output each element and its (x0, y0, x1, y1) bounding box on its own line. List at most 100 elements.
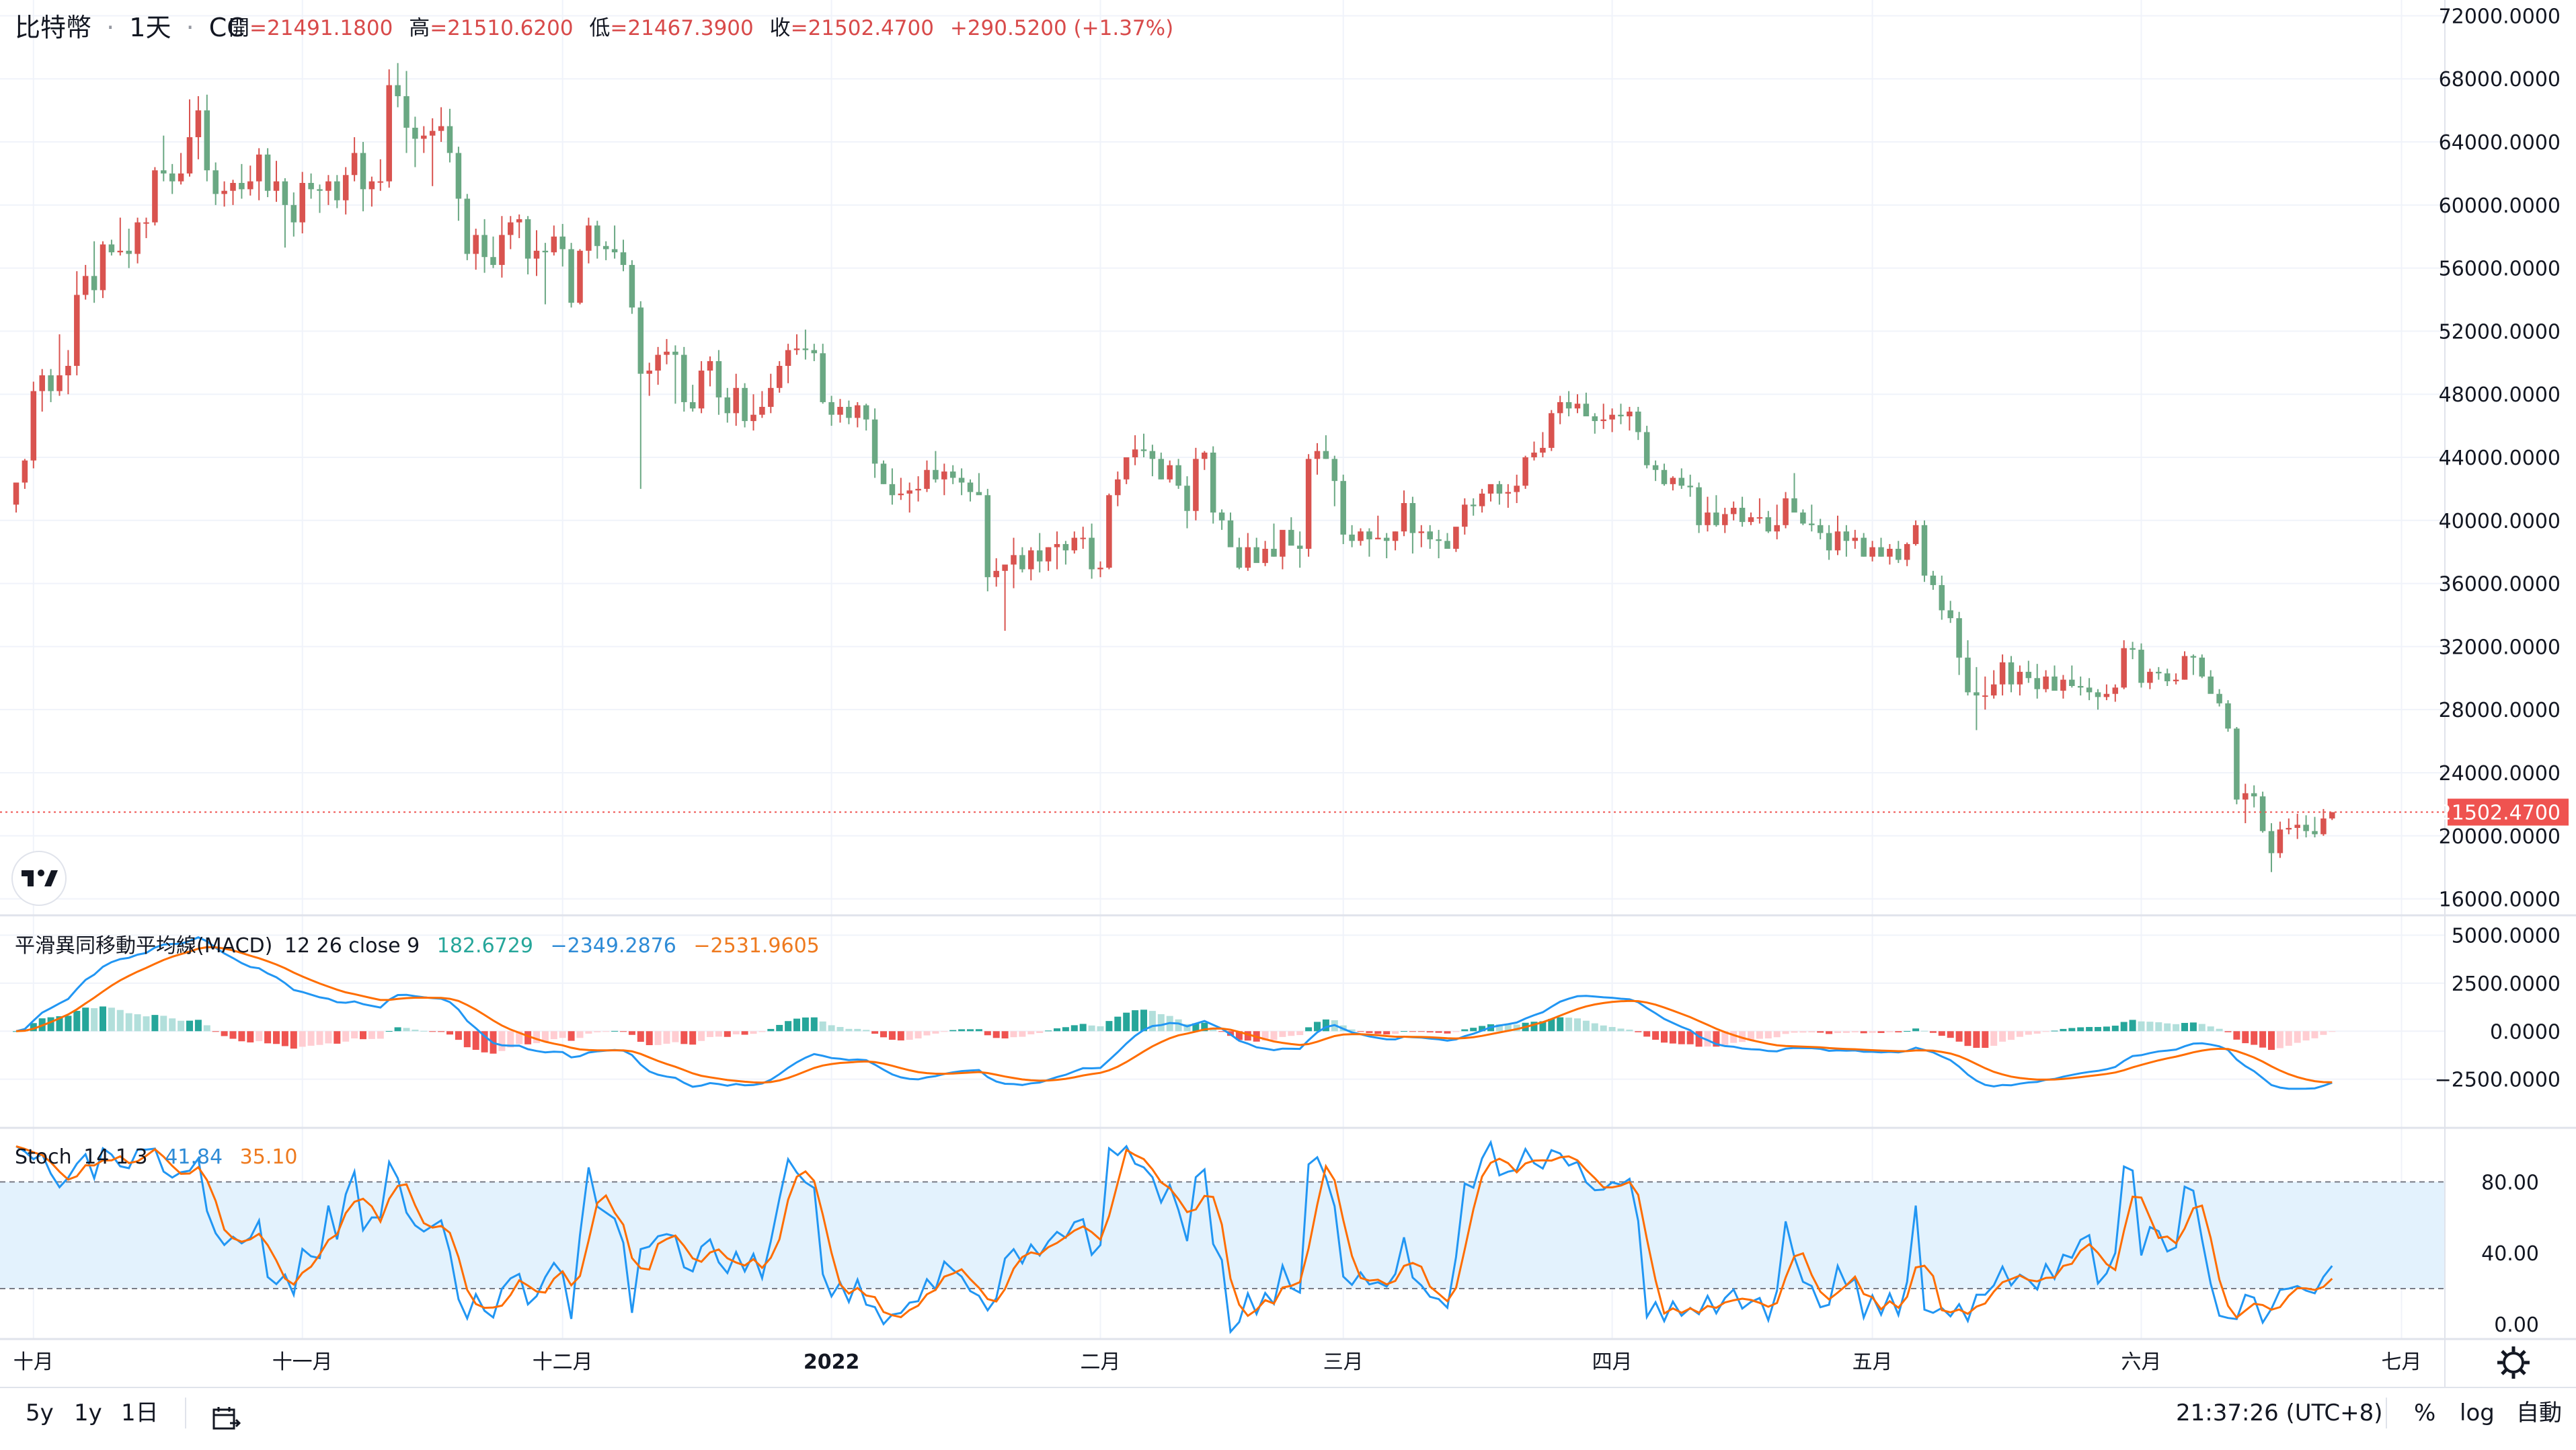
candle[interactable] (161, 135, 167, 182)
candle[interactable] (2312, 816, 2318, 838)
candle[interactable] (360, 142, 366, 212)
candle[interactable] (516, 214, 522, 239)
candle[interactable] (1175, 459, 1181, 489)
candle[interactable] (499, 216, 505, 278)
candle[interactable] (1184, 476, 1190, 529)
candle[interactable] (2069, 665, 2075, 688)
candle[interactable] (1028, 547, 1034, 580)
auto-scale-button[interactable]: 自動 (2516, 1400, 2562, 1426)
candle[interactable] (1834, 515, 1841, 556)
calendar-range-icon[interactable] (210, 1400, 242, 1430)
candle[interactable] (586, 217, 592, 264)
candle[interactable] (681, 346, 687, 412)
candle[interactable] (1878, 537, 1884, 557)
range-1y-button[interactable]: 1y (74, 1400, 102, 1426)
candle[interactable] (594, 221, 600, 259)
candle[interactable] (308, 173, 314, 199)
candle[interactable] (152, 167, 158, 226)
candle[interactable] (1271, 523, 1277, 557)
candle[interactable] (793, 334, 800, 355)
candle[interactable] (1522, 455, 1528, 489)
candle[interactable] (1896, 541, 1902, 564)
candle[interactable] (1956, 611, 1962, 675)
candle[interactable] (1054, 531, 1060, 570)
candle[interactable] (1479, 488, 1485, 513)
candle[interactable] (1383, 533, 1390, 559)
candle[interactable] (1158, 452, 1165, 480)
candle[interactable] (1765, 510, 1772, 533)
candle[interactable] (1791, 473, 1797, 513)
candle[interactable] (239, 163, 245, 199)
candle[interactable] (421, 126, 427, 153)
candle[interactable] (1990, 670, 1997, 699)
candle[interactable] (776, 360, 783, 393)
percent-scale-button[interactable]: % (2414, 1400, 2436, 1426)
candle[interactable] (368, 176, 375, 207)
candle[interactable] (2025, 660, 2032, 683)
candle[interactable] (1140, 433, 1147, 457)
candle[interactable] (880, 460, 887, 484)
macd-legend[interactable]: 平滑異同移動平均線(MACD) 12 26 close 9 182.6729 −… (15, 934, 820, 958)
candle[interactable] (13, 482, 19, 513)
candle[interactable] (446, 108, 453, 163)
candle[interactable] (22, 459, 28, 489)
candle[interactable] (2138, 643, 2144, 688)
chart-canvas[interactable]: 72000.0000 68000.0000 64000.0000 60000.0000… (0, 0, 2576, 1387)
candle[interactable] (1912, 520, 1919, 546)
candle[interactable] (1167, 460, 1173, 483)
candle[interactable] (1132, 435, 1138, 465)
candle[interactable] (247, 165, 253, 196)
candle[interactable] (282, 178, 288, 248)
candle[interactable] (1305, 454, 1312, 557)
candle[interactable] (533, 230, 540, 276)
candle[interactable] (82, 264, 89, 300)
candle[interactable] (958, 468, 965, 496)
candle[interactable] (325, 175, 331, 205)
candle[interactable] (551, 225, 557, 256)
candle[interactable] (1314, 443, 1321, 475)
candle[interactable] (2121, 640, 2127, 689)
stoch-legend[interactable]: Stoch 14 1 3 41.84 35.10 (15, 1145, 298, 1169)
candle[interactable] (898, 478, 904, 500)
candle[interactable] (976, 473, 982, 496)
candle[interactable] (290, 192, 297, 237)
candle[interactable] (1089, 523, 1095, 579)
candle[interactable] (1713, 495, 1719, 527)
candle[interactable] (1687, 474, 1693, 497)
candle[interactable] (1245, 533, 1251, 571)
candle[interactable] (1227, 512, 1234, 547)
candle[interactable] (473, 229, 479, 270)
candle[interactable] (1696, 482, 1702, 533)
candle[interactable] (1505, 484, 1512, 508)
candle[interactable] (1965, 640, 1971, 696)
candle[interactable] (1366, 528, 1372, 557)
candle[interactable] (2242, 784, 2249, 823)
candle[interactable] (2077, 676, 2084, 696)
candle[interactable] (169, 163, 175, 194)
candle[interactable] (490, 236, 496, 268)
candle[interactable] (2156, 666, 2162, 680)
candle[interactable] (707, 356, 713, 387)
candle[interactable] (1774, 504, 1780, 539)
candle[interactable] (1487, 484, 1494, 502)
candle[interactable] (1409, 496, 1416, 554)
candle[interactable] (967, 479, 974, 502)
candle[interactable] (1618, 404, 1624, 424)
candle[interactable] (2190, 654, 2197, 675)
price-pane[interactable] (13, 63, 2335, 872)
candle[interactable] (429, 118, 436, 186)
candle[interactable] (871, 408, 878, 478)
candle[interactable] (1756, 498, 1763, 524)
candle[interactable] (1470, 498, 1477, 516)
candle[interactable] (1436, 529, 1442, 559)
clock-readout[interactable]: 21:37:26 (UTC+8) (2176, 1400, 2383, 1426)
candle[interactable] (1253, 537, 1259, 564)
candle[interactable] (2277, 821, 2284, 858)
candle[interactable] (2052, 665, 2058, 691)
candle[interactable] (204, 94, 210, 182)
candle[interactable] (1071, 531, 1078, 554)
candle[interactable] (846, 400, 852, 424)
candle[interactable] (733, 373, 739, 426)
candle[interactable] (924, 460, 930, 492)
candle[interactable] (1939, 575, 1945, 620)
